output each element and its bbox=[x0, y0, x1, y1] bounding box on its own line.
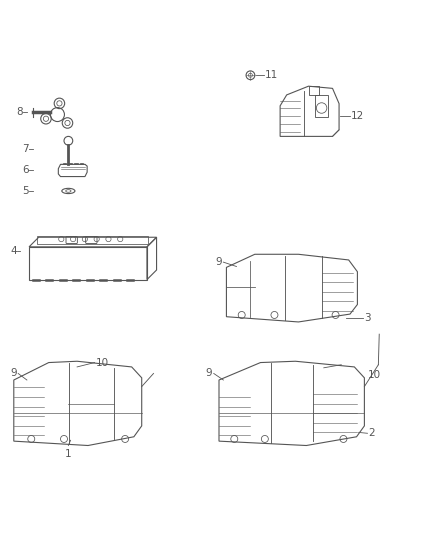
Text: 8: 8 bbox=[16, 107, 22, 117]
Text: 7: 7 bbox=[22, 143, 29, 154]
Text: 9: 9 bbox=[206, 368, 212, 378]
Text: 11: 11 bbox=[265, 70, 278, 80]
Text: 9: 9 bbox=[11, 368, 17, 378]
Text: 10: 10 bbox=[367, 370, 381, 380]
Text: 2: 2 bbox=[368, 429, 375, 438]
Text: 1: 1 bbox=[65, 449, 72, 459]
Text: 4: 4 bbox=[11, 246, 17, 256]
Text: 3: 3 bbox=[364, 313, 371, 323]
Text: 10: 10 bbox=[95, 358, 109, 368]
Text: 6: 6 bbox=[22, 165, 29, 175]
Text: 12: 12 bbox=[351, 111, 364, 121]
Text: 5: 5 bbox=[22, 186, 29, 196]
Text: 9: 9 bbox=[216, 257, 223, 267]
